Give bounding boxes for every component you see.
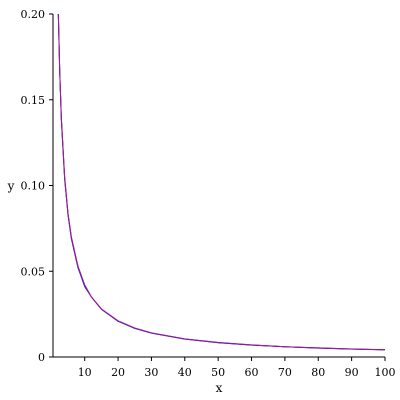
y-tick-label: 0.15	[21, 94, 46, 107]
x-axis-ticks: 10 20 30 40 50 60 70 80 90 100	[78, 357, 396, 379]
x-tick-label: 100	[375, 366, 396, 379]
x-axis-title: x	[216, 381, 223, 395]
x-tick-label: 20	[111, 366, 125, 379]
series-line-2	[57, 13, 386, 351]
series-line-3	[57, 13, 386, 351]
x-tick-label: 30	[144, 366, 158, 379]
y-tick-label: 0.05	[21, 265, 46, 278]
x-tick-label: 60	[245, 366, 259, 379]
y-tick-label: 0.20	[21, 8, 46, 21]
x-tick-label: 10	[78, 366, 92, 379]
x-tick-label: 70	[278, 366, 292, 379]
series-line-4	[57, 13, 386, 351]
x-tick-label: 50	[211, 366, 225, 379]
y-tick-label: 0	[38, 351, 45, 364]
y-tick-label: 0.10	[21, 180, 46, 193]
y-axis-title: y	[7, 179, 15, 193]
x-tick-label: 80	[311, 366, 325, 379]
series-line-1	[57, 13, 386, 351]
plot-area	[57, 13, 386, 351]
x-tick-label: 40	[178, 366, 192, 379]
y-axis-ticks: 0 0.05 0.10 0.15 0.20	[21, 8, 53, 364]
x-tick-label: 90	[345, 366, 359, 379]
